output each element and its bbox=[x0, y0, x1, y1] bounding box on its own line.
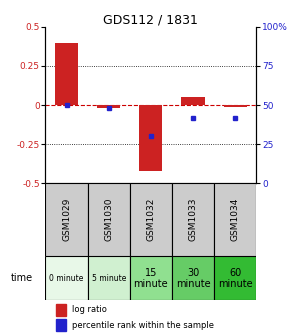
Text: GSM1034: GSM1034 bbox=[231, 198, 240, 241]
Bar bbox=[181, 97, 205, 105]
Text: log ratio: log ratio bbox=[72, 305, 107, 314]
Text: GSM1030: GSM1030 bbox=[104, 198, 113, 242]
Text: percentile rank within the sample: percentile rank within the sample bbox=[72, 321, 214, 330]
Text: 30
minute: 30 minute bbox=[176, 267, 210, 289]
Text: time: time bbox=[11, 273, 33, 283]
Text: GSM1033: GSM1033 bbox=[189, 198, 197, 242]
Bar bbox=[55, 43, 78, 105]
Bar bbox=[214, 183, 256, 256]
Bar bbox=[45, 256, 88, 300]
Text: 5 minute: 5 minute bbox=[91, 274, 126, 283]
Bar bbox=[172, 256, 214, 300]
Bar bbox=[139, 105, 163, 171]
Bar bbox=[45, 183, 88, 256]
Bar bbox=[97, 105, 120, 108]
Bar bbox=[130, 183, 172, 256]
Text: 60
minute: 60 minute bbox=[218, 267, 253, 289]
Bar bbox=[130, 256, 172, 300]
Text: 0 minute: 0 minute bbox=[49, 274, 84, 283]
Text: GSM1029: GSM1029 bbox=[62, 198, 71, 241]
Bar bbox=[214, 256, 256, 300]
Bar bbox=[224, 105, 247, 107]
Bar bbox=[172, 183, 214, 256]
Text: GSM1032: GSM1032 bbox=[146, 198, 155, 241]
Bar bbox=[88, 256, 130, 300]
Text: 15
minute: 15 minute bbox=[134, 267, 168, 289]
Title: GDS112 / 1831: GDS112 / 1831 bbox=[103, 14, 198, 27]
Bar bbox=[56, 304, 66, 316]
Bar bbox=[56, 319, 66, 331]
Bar bbox=[88, 183, 130, 256]
